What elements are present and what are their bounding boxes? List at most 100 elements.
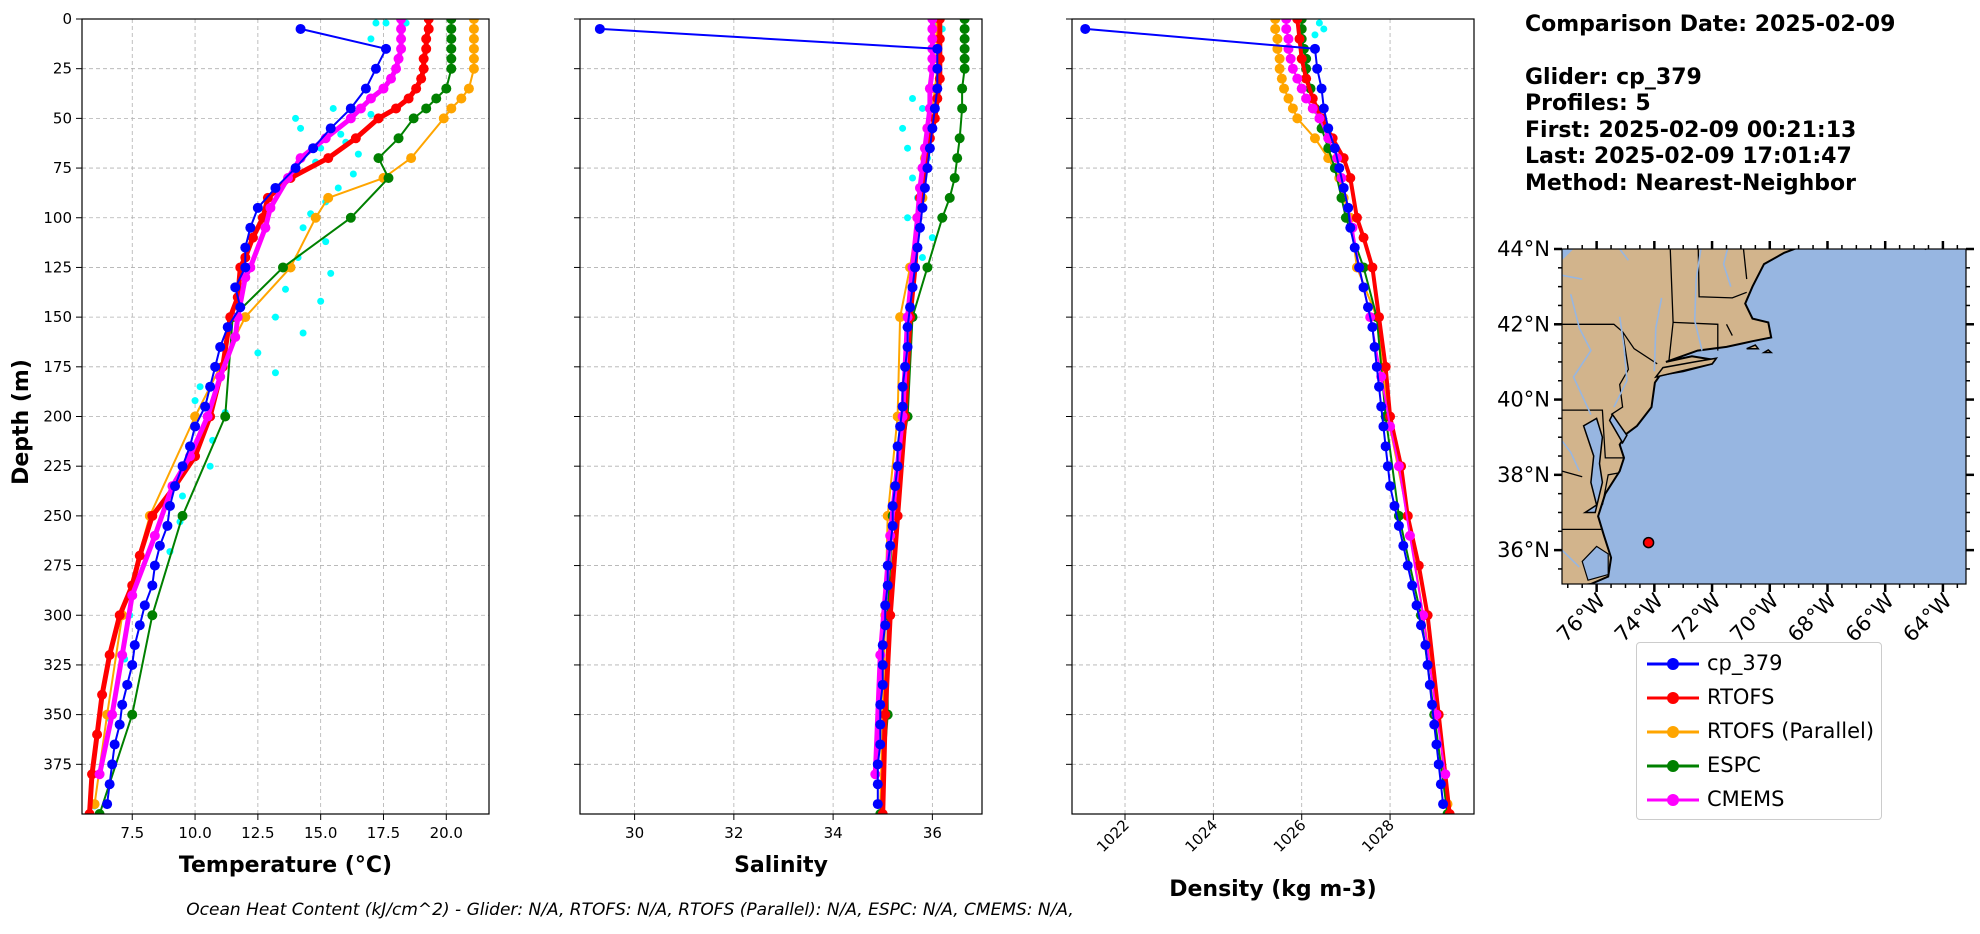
data-point <box>875 699 886 710</box>
data-point <box>1438 799 1449 810</box>
data-point <box>277 262 288 273</box>
data-point <box>169 481 180 492</box>
data-point <box>102 799 113 810</box>
data-point <box>922 163 933 174</box>
glider-point <box>329 104 337 112</box>
data-point <box>1389 500 1400 511</box>
data-point <box>365 93 376 104</box>
data-point <box>917 202 928 213</box>
data-point <box>104 779 115 790</box>
data-point <box>373 153 384 164</box>
chesapeake-bay <box>1582 417 1604 514</box>
y-axis-title: Depth (m) <box>9 359 34 485</box>
data-point <box>1334 163 1345 174</box>
data-point <box>927 33 938 44</box>
data-point <box>872 759 883 770</box>
data-point <box>1424 679 1435 690</box>
data-point <box>94 809 105 814</box>
data-point <box>1274 63 1285 74</box>
series-rtofs-parallel- <box>89 19 479 810</box>
river <box>1569 294 1592 415</box>
glider-point <box>1311 31 1319 39</box>
glider-point <box>297 124 305 132</box>
glider-point <box>292 114 300 122</box>
lake <box>1562 249 1574 261</box>
data-point <box>164 500 175 511</box>
data-point <box>885 540 896 551</box>
legend-item-espc: ESPC <box>1637 749 1881 783</box>
data-point <box>373 113 384 124</box>
data-point <box>260 222 271 233</box>
data-point <box>1371 361 1382 372</box>
series-cp-379 <box>1080 23 1449 810</box>
data-point <box>1374 381 1385 392</box>
data-point <box>1411 600 1422 611</box>
data-point <box>890 481 901 492</box>
data-point <box>1287 103 1298 114</box>
data-point <box>147 610 158 621</box>
data-point <box>162 520 173 531</box>
data-point <box>877 640 888 651</box>
data-point <box>1380 441 1391 452</box>
data-point <box>1279 83 1290 94</box>
data-point <box>959 43 970 54</box>
data-point <box>127 659 138 670</box>
data-point <box>202 411 213 422</box>
data-point <box>900 361 911 372</box>
state-border <box>1562 409 1624 459</box>
data-point <box>959 53 970 64</box>
data-point <box>1429 719 1440 730</box>
data-point <box>87 769 98 780</box>
glider-point <box>271 313 279 321</box>
x-tick-label: 1028 <box>1358 816 1398 856</box>
y-tick-label: 225 <box>43 457 72 475</box>
data-point <box>283 173 294 183</box>
data-point <box>1316 83 1327 94</box>
data-point <box>421 33 432 44</box>
glider-point <box>317 297 325 305</box>
data-point <box>1292 73 1303 84</box>
river <box>1653 297 1663 372</box>
map-lat-label: 44°N <box>1497 237 1550 261</box>
depth-axis-label: Depth (m) <box>9 359 34 485</box>
glider-point <box>904 214 912 222</box>
data-point <box>1407 580 1418 591</box>
data-point <box>1367 322 1378 333</box>
data-point <box>323 192 334 203</box>
plot-area <box>1080 19 1455 814</box>
map-lat-label: 36°N <box>1497 538 1550 562</box>
density-panel: 1022 1024 1026 1028 Density (kg m-3) <box>1066 18 1475 902</box>
data-point <box>396 23 407 34</box>
data-point <box>1343 202 1354 213</box>
data-point <box>1398 540 1409 551</box>
data-point <box>914 222 925 233</box>
glider-point <box>271 369 279 377</box>
data-point <box>902 322 913 333</box>
glider-point <box>918 254 926 261</box>
data-point <box>1362 302 1373 313</box>
data-point <box>177 510 188 521</box>
data-point <box>924 83 935 94</box>
data-point <box>1382 461 1393 472</box>
data-point <box>1415 620 1426 631</box>
data-point <box>421 103 432 114</box>
y-tick-label: 25 <box>53 60 72 78</box>
data-point <box>944 192 955 203</box>
data-point <box>380 43 391 54</box>
y-tick-label: 375 <box>43 755 72 773</box>
data-point <box>1354 262 1365 273</box>
data-point <box>416 73 427 84</box>
data-point <box>396 43 407 54</box>
data-point <box>423 19 434 24</box>
data-point <box>924 143 935 154</box>
data-point <box>959 33 970 44</box>
long-island <box>1653 357 1719 379</box>
data-point <box>1422 659 1433 670</box>
data-point <box>355 103 366 114</box>
data-point <box>1440 769 1451 780</box>
data-point <box>895 312 906 323</box>
data-point <box>235 302 246 313</box>
state-border <box>1610 331 1630 416</box>
glider-point <box>909 174 917 182</box>
